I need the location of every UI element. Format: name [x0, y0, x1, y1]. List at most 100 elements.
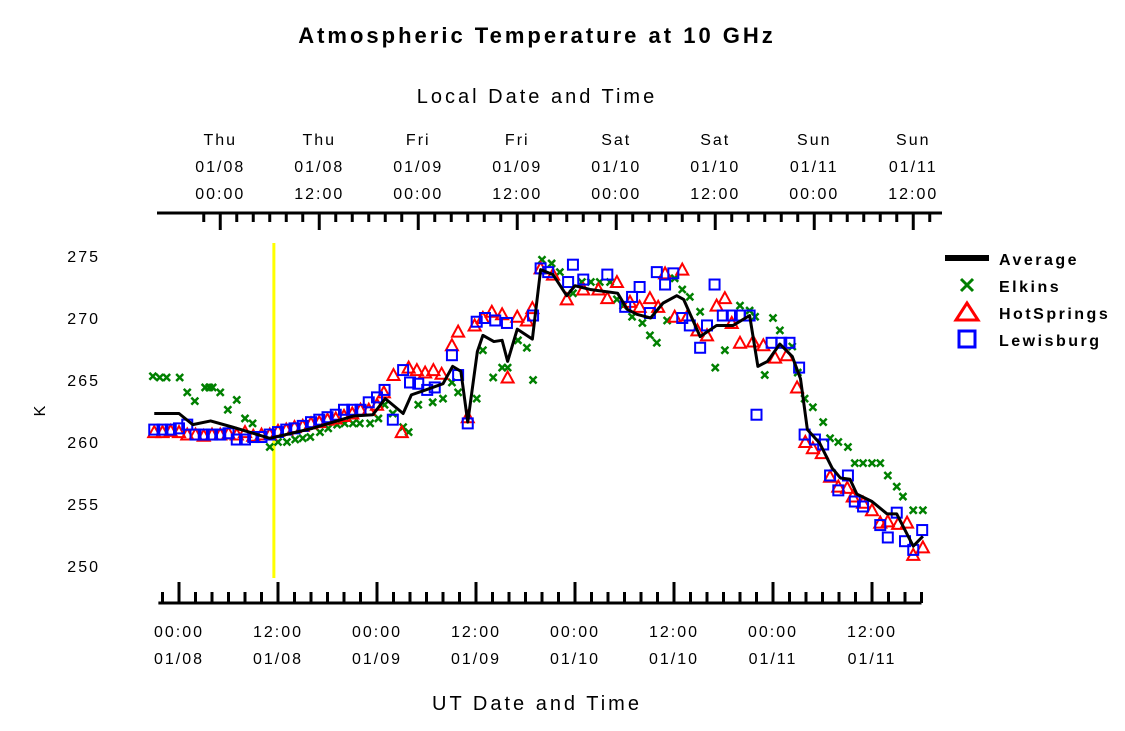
x-stroke: [959, 277, 975, 293]
data-point-lewisburg: [626, 290, 639, 303]
legend-label: Elkins: [999, 279, 1061, 296]
legend-square-icon: [957, 329, 977, 349]
top-tick-label-time: 00:00: [591, 186, 641, 203]
data-point-elkins: [148, 371, 158, 381]
data-point-lewisburg: [445, 349, 458, 362]
data-point-elkins: [850, 458, 860, 468]
x-stroke: [298, 433, 308, 443]
data-point-lewisburg: [148, 423, 161, 436]
y-tick-label: 260: [67, 435, 100, 452]
data-point-elkins: [685, 292, 695, 302]
x-stroke: [710, 363, 720, 372]
top-axis-title: Local Date and Time: [417, 86, 657, 108]
x-stroke: [323, 423, 333, 433]
data-point-lewisburg: [841, 469, 854, 482]
data-point-hotsprings: [631, 298, 648, 313]
data-point-lewisburg: [239, 433, 251, 446]
data-point-lewisburg: [783, 336, 796, 349]
data-point-hotsprings: [450, 323, 466, 338]
data-point-elkins: [677, 285, 687, 294]
x-stroke: [232, 395, 242, 405]
data-point-hotsprings: [724, 314, 740, 329]
data-point-elkins: [720, 345, 730, 355]
y-tick-label: 270: [67, 311, 100, 328]
x-stroke: [775, 326, 785, 335]
data-point-elkins: [522, 343, 532, 353]
top-tick-label-date: 01/11: [889, 159, 938, 176]
x-stroke: [190, 396, 200, 406]
data-point-hotsprings: [499, 369, 516, 384]
data-point-elkins: [265, 442, 275, 452]
data-point-elkins: [662, 316, 672, 325]
data-point-lewisburg: [197, 428, 210, 441]
data-point-lewisburg: [650, 266, 663, 279]
data-point-lewisburg: [156, 423, 169, 436]
top-tick-label-date: 01/08: [294, 159, 344, 176]
data-point-elkins: [388, 409, 398, 418]
data-point-elkins: [355, 419, 365, 428]
x-stroke: [355, 419, 365, 428]
data-point-elkins: [298, 433, 308, 443]
data-point-elkins: [290, 435, 300, 444]
data-point-elkins: [503, 363, 513, 372]
data-point-lewisburg: [633, 281, 646, 293]
data-point-hotsprings: [599, 290, 615, 305]
data-point-lewisburg: [386, 413, 399, 426]
data-point-hotsprings: [642, 290, 658, 305]
legend-triangle-icon: [953, 300, 981, 322]
x-stroke: [760, 370, 770, 380]
data-point-lewisburg: [694, 341, 707, 354]
x-stroke: [332, 420, 342, 430]
data-point-hotsprings: [708, 297, 725, 312]
top-tick-label-date: 01/08: [195, 159, 245, 176]
data-point-hotsprings: [789, 379, 805, 394]
data-point-lewisburg: [708, 278, 721, 291]
data-point-lewisburg: [716, 309, 729, 322]
x-stroke: [215, 388, 225, 397]
x-stroke: [282, 437, 292, 447]
data-point-elkins: [305, 432, 315, 442]
data-point-lewisburg: [874, 519, 887, 532]
x-stroke: [843, 442, 853, 452]
bottom-axis-title: UT Date and Time: [432, 693, 642, 715]
top-tick-label-time: 00:00: [195, 186, 245, 203]
x-stroke: [875, 458, 885, 468]
data-point-elkins: [843, 442, 853, 452]
data-point-lewisburg: [371, 391, 383, 404]
data-point-elkins: [240, 414, 250, 423]
x-stroke: [662, 316, 672, 325]
data-point-elkins: [155, 373, 165, 382]
data-point-hotsprings: [484, 303, 500, 318]
x-stroke: [155, 373, 165, 382]
x-stroke: [818, 417, 828, 427]
data-point-elkins: [892, 482, 902, 492]
data-point-elkins: [652, 338, 662, 348]
x-stroke: [208, 383, 218, 392]
data-point-elkins: [365, 419, 375, 428]
data-point-lewisburg: [378, 383, 391, 396]
x-stroke: [348, 419, 358, 428]
top-tick-label-time: 12:00: [888, 186, 938, 203]
data-point-elkins: [488, 373, 498, 382]
data-point-hotsprings: [609, 273, 625, 289]
y-tick-label: 265: [67, 373, 100, 390]
x-stroke: [478, 345, 488, 355]
data-point-lewisburg: [775, 336, 788, 349]
data-point-lewisburg: [346, 403, 359, 416]
x-stroke: [488, 373, 498, 382]
x-stroke: [568, 288, 578, 298]
data-point-lewisburg: [189, 428, 202, 441]
x-stroke: [413, 400, 423, 410]
bottom-tick-label-date: 01/11: [749, 651, 798, 668]
x-stroke: [513, 335, 523, 345]
data-point-lewisburg: [321, 411, 334, 424]
legend: Average Elkins HotSprings Lewisburg: [945, 252, 1108, 350]
data-point-hotsprings: [822, 468, 838, 483]
data-point-elkins: [645, 330, 655, 340]
data-point-hotsprings: [385, 366, 402, 382]
x-stroke: [248, 419, 257, 428]
data-point-lewisburg: [619, 300, 632, 313]
x-stroke: [850, 458, 860, 468]
data-point-lewisburg: [173, 422, 185, 435]
